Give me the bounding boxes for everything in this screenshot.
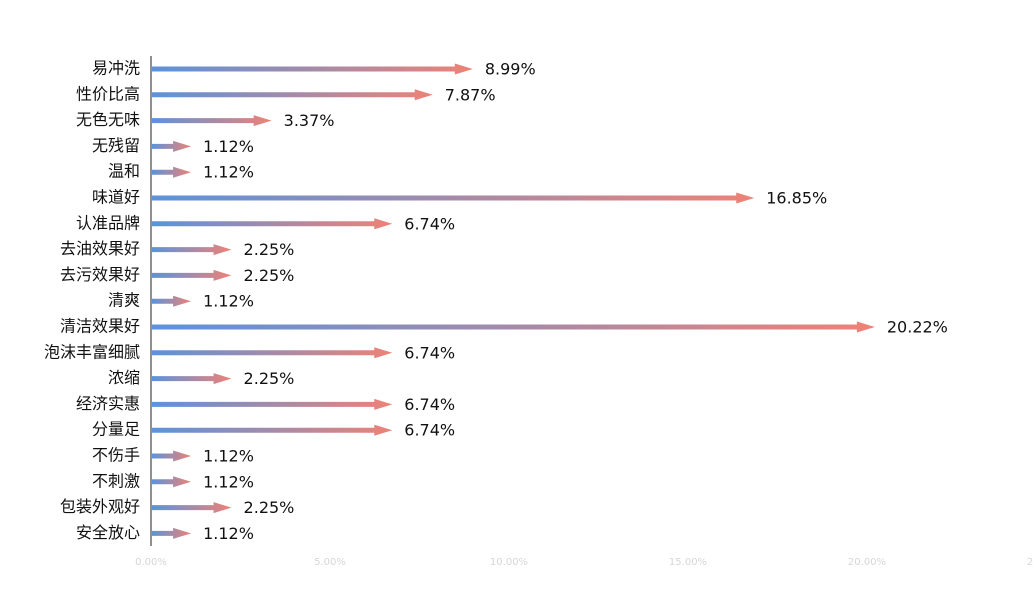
y-tick-label: 包装外观好 — [60, 497, 140, 516]
data-label: 6.74% — [404, 343, 455, 362]
bar — [152, 115, 272, 127]
x-tick-label: 20.00% — [848, 557, 886, 568]
y-tick-label: 性价比高 — [76, 84, 140, 103]
y-tick-label: 味道好 — [92, 188, 140, 207]
y-tick-label: 清洁效果好 — [60, 317, 140, 336]
x-tick-label: 5.00% — [314, 557, 346, 568]
data-label: 2.25% — [244, 369, 295, 388]
x-tick-label: 15.00% — [669, 557, 707, 568]
bar — [152, 269, 232, 281]
bar — [152, 476, 192, 488]
data-label: 1.12% — [203, 137, 254, 156]
y-tick-label: 不伤手 — [92, 446, 140, 465]
y-tick-label: 分量足 — [92, 420, 140, 439]
bar — [152, 373, 232, 385]
data-label: 1.12% — [203, 472, 254, 491]
bar — [152, 192, 755, 204]
y-tick-label: 温和 — [108, 162, 140, 181]
bar — [152, 527, 192, 539]
data-label: 6.74% — [404, 395, 455, 414]
y-tick-label: 易冲洗 — [92, 59, 140, 78]
bar — [152, 450, 192, 462]
bar — [152, 63, 473, 75]
bar — [152, 321, 875, 333]
y-tick-label: 无色无味 — [76, 110, 140, 129]
bar — [152, 398, 393, 410]
x-tick-label: 0.00% — [135, 557, 167, 568]
bar — [152, 347, 393, 359]
data-label: 8.99% — [485, 60, 536, 79]
data-label: 16.85% — [766, 189, 827, 208]
bar — [152, 295, 192, 307]
y-tick-label: 清爽 — [108, 291, 140, 310]
y-tick-label: 安全放心 — [76, 523, 140, 542]
data-label: 3.37% — [284, 111, 335, 130]
data-label: 2.25% — [244, 266, 295, 285]
data-label: 7.87% — [445, 85, 496, 104]
y-tick-label: 浓缩 — [108, 368, 140, 387]
y-tick-label: 去污效果好 — [60, 265, 140, 284]
data-label: 20.22% — [887, 318, 948, 337]
y-tick-label: 认准品牌 — [76, 213, 140, 232]
data-label: 2.25% — [244, 498, 295, 517]
data-label: 2.25% — [244, 240, 295, 259]
data-label: 1.12% — [203, 447, 254, 466]
data-label: 6.74% — [404, 421, 455, 440]
data-label: 1.12% — [203, 292, 254, 311]
bar — [152, 502, 232, 514]
bar — [152, 89, 433, 101]
bar — [152, 218, 393, 230]
x-tick-label: 10.00% — [490, 557, 528, 568]
y-tick-label: 不刺激 — [92, 471, 140, 490]
data-label: 6.74% — [404, 214, 455, 233]
y-tick-label: 泡沫丰富细腻 — [44, 342, 140, 361]
bar — [152, 166, 192, 178]
data-label: 1.12% — [203, 524, 254, 543]
bar — [152, 244, 232, 256]
bar — [152, 140, 192, 152]
y-tick-label: 去油效果好 — [60, 239, 140, 258]
x-tick-label: 25.00% — [1027, 557, 1034, 568]
y-tick-label: 经济实惠 — [76, 394, 140, 413]
data-label: 1.12% — [203, 163, 254, 182]
bar — [152, 424, 393, 436]
y-tick-label: 无残留 — [92, 136, 140, 155]
